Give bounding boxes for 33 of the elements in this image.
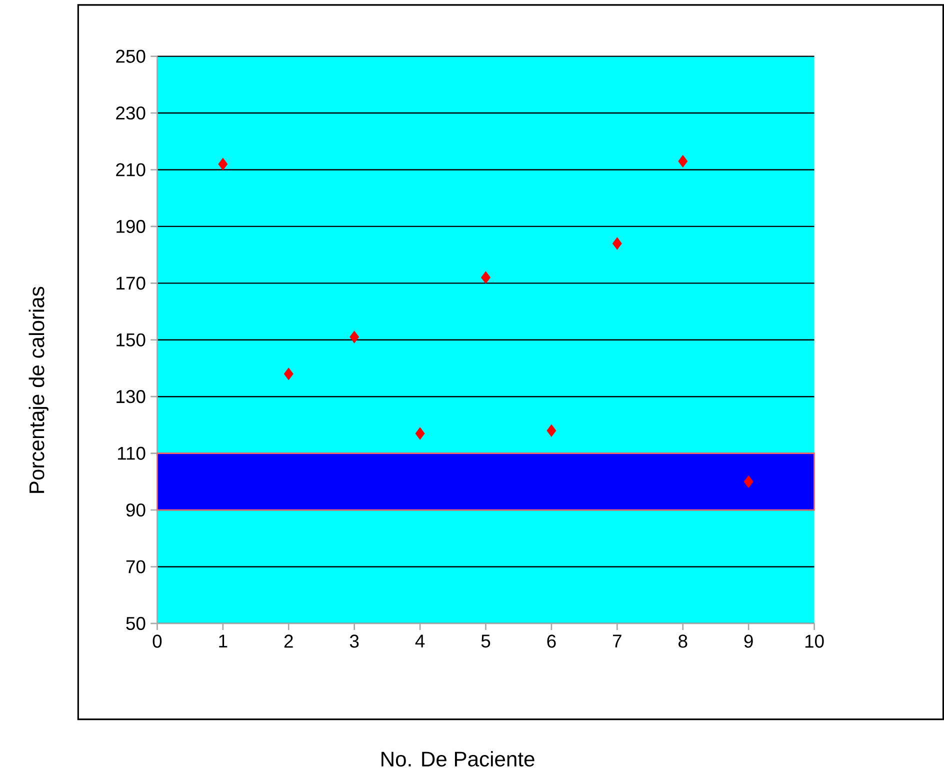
point xyxy=(350,331,360,344)
point xyxy=(481,272,490,284)
y-tick-label: 250 xyxy=(116,50,146,64)
point xyxy=(218,158,228,170)
y-tick-label: 190 xyxy=(116,220,146,234)
y-tick-label: 90 xyxy=(126,504,146,517)
point xyxy=(612,237,622,250)
y-axis-title: Porcentaje de calorias xyxy=(28,287,48,494)
point xyxy=(744,476,754,488)
point xyxy=(678,155,688,168)
y-tick-label: 170 xyxy=(116,276,146,290)
x-axis-title: No. De Paciente xyxy=(382,751,534,767)
x-tick-label: 6 xyxy=(547,634,556,648)
y-tick-label: 110 xyxy=(118,446,146,460)
y-tick-label: 210 xyxy=(116,163,146,176)
x-tick-label: 5 xyxy=(481,634,490,648)
x-tick-label: 7 xyxy=(612,634,622,648)
y-tick-label: 50 xyxy=(126,617,146,630)
point xyxy=(546,424,556,438)
x-tick-label: 10 xyxy=(805,634,824,648)
x-tick-label: 8 xyxy=(678,634,688,648)
point xyxy=(415,427,425,440)
x-tick-label: 4 xyxy=(415,634,425,648)
y-tick-label: 130 xyxy=(116,390,146,404)
y-tick-label: 70 xyxy=(126,560,146,574)
point xyxy=(284,368,294,380)
x-tick-label: 1 xyxy=(219,634,228,648)
x-tick-label: 2 xyxy=(284,634,293,648)
y-tick-label: 150 xyxy=(116,334,146,347)
x-tick-label: 0 xyxy=(152,634,162,648)
y-tick-label: 230 xyxy=(116,106,146,120)
x-tick-label: 3 xyxy=(350,634,359,648)
x-tick-label: 9 xyxy=(744,634,753,648)
